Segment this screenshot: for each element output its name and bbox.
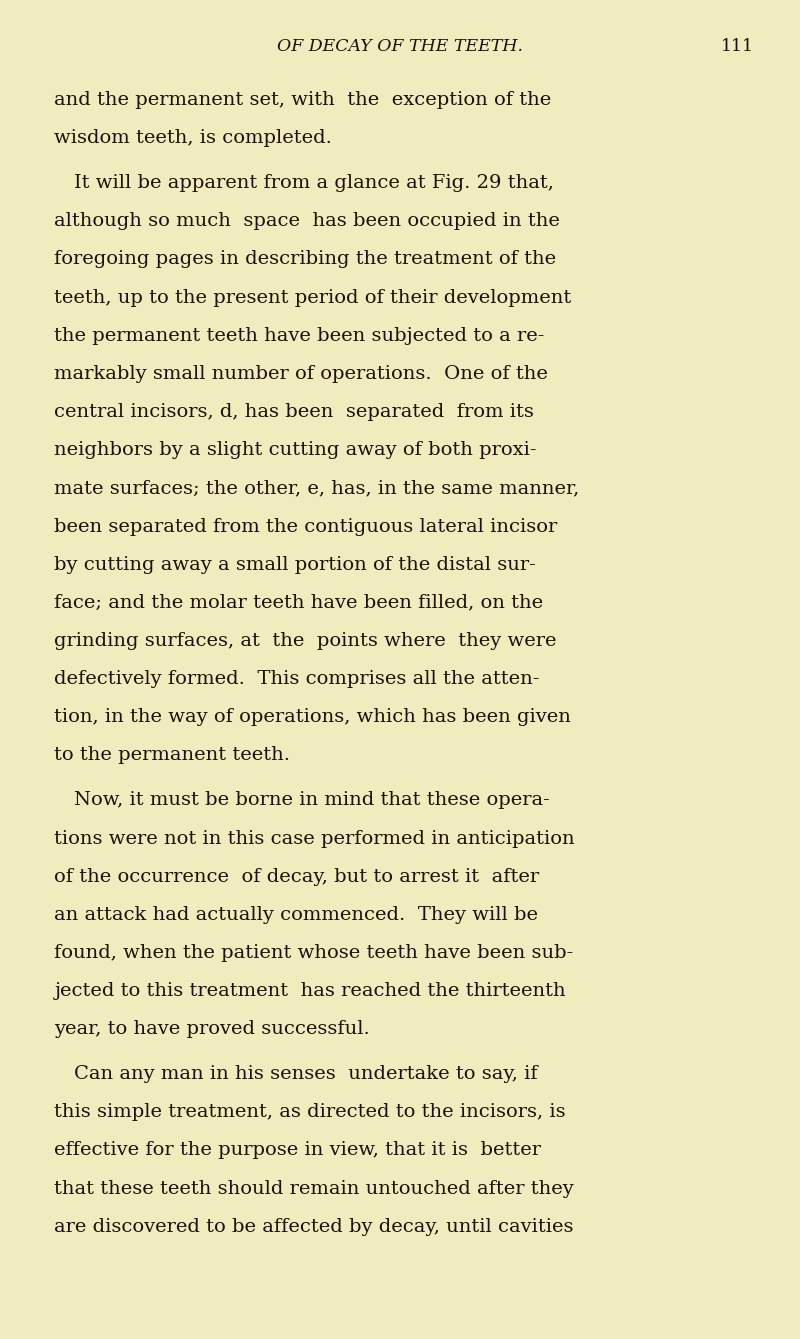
Text: teeth, up to the present period of their development: teeth, up to the present period of their… (54, 288, 572, 307)
Text: this simple treatment, as directed to the incisors, is: this simple treatment, as directed to th… (54, 1103, 566, 1121)
Text: of the occurrence  of decay, but to arrest it  after: of the occurrence of decay, but to arres… (54, 868, 539, 885)
Text: central incisors, d, has been  separated  from its: central incisors, d, has been separated … (54, 403, 534, 420)
Text: found, when the patient whose teeth have been sub-: found, when the patient whose teeth have… (54, 944, 574, 961)
Text: and the permanent set, with  the  exception of the: and the permanent set, with the exceptio… (54, 91, 552, 108)
Text: 111: 111 (721, 37, 754, 55)
Text: Now, it must be borne in mind that these opera-: Now, it must be borne in mind that these… (74, 791, 550, 809)
Text: that these teeth should remain untouched after they: that these teeth should remain untouched… (54, 1180, 574, 1197)
Text: foregoing pages in describing the treatment of the: foregoing pages in describing the treatm… (54, 250, 557, 268)
Text: an attack had actually commenced.  They will be: an attack had actually commenced. They w… (54, 905, 538, 924)
Text: tion, in the way of operations, which has been given: tion, in the way of operations, which ha… (54, 708, 571, 726)
Text: to the permanent teeth.: to the permanent teeth. (54, 746, 290, 765)
Text: effective for the purpose in view, that it is  better: effective for the purpose in view, that … (54, 1141, 542, 1160)
Text: jected to this treatment  has reached the thirteenth: jected to this treatment has reached the… (54, 981, 566, 1000)
Text: although so much  space  has been occupied in the: although so much space has been occupied… (54, 212, 560, 230)
Text: face; and the molar teeth have been filled, on the: face; and the molar teeth have been fill… (54, 593, 543, 612)
Text: are discovered to be affected by decay, until cavities: are discovered to be affected by decay, … (54, 1217, 574, 1236)
Text: It will be apparent from a glance at Fig. 29 that,: It will be apparent from a glance at Fig… (74, 174, 554, 191)
Text: neighbors by a slight cutting away of both proxi-: neighbors by a slight cutting away of bo… (54, 441, 537, 459)
Text: grinding surfaces, at  the  points where  they were: grinding surfaces, at the points where t… (54, 632, 557, 649)
Text: OF DECAY OF THE TEETH.: OF DECAY OF THE TEETH. (277, 37, 523, 55)
Text: Can any man in his senses  undertake to say, if: Can any man in his senses undertake to s… (74, 1065, 538, 1083)
Text: markably small number of operations.  One of the: markably small number of operations. One… (54, 364, 548, 383)
Text: tions were not in this case performed in anticipation: tions were not in this case performed in… (54, 829, 575, 848)
Text: wisdom teeth, is completed.: wisdom teeth, is completed. (54, 129, 332, 147)
Text: defectively formed.  This comprises all the atten-: defectively formed. This comprises all t… (54, 670, 540, 688)
Text: been separated from the contiguous lateral incisor: been separated from the contiguous later… (54, 517, 558, 536)
Text: mate surfaces; the other, e, has, in the same manner,: mate surfaces; the other, e, has, in the… (54, 479, 580, 497)
Text: the permanent teeth have been subjected to a re-: the permanent teeth have been subjected … (54, 327, 545, 344)
Text: by cutting away a small portion of the distal sur-: by cutting away a small portion of the d… (54, 556, 536, 573)
Text: year, to have proved successful.: year, to have proved successful. (54, 1020, 370, 1038)
